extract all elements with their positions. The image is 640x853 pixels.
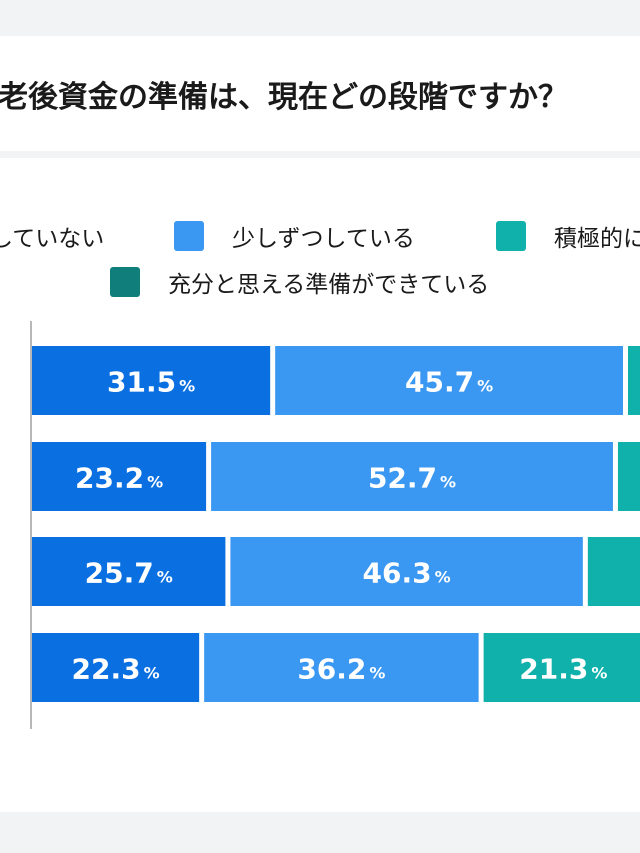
legend-item-actively: 積極的に: [496, 219, 640, 253]
legend-swatch: [174, 221, 204, 251]
bar-segment-2-row-4: [204, 633, 479, 702]
data-label: 36.2%: [297, 653, 385, 686]
data-label: 45.7%: [405, 366, 493, 399]
bar-segment-3-row-2: [617, 442, 640, 511]
title-band: 老後資金の準備は、現在どの段階ですか？: [0, 36, 640, 151]
bar-segment-1-row-4: [32, 633, 200, 702]
legend-label: 少しずつしている: [232, 226, 415, 252]
bar-segment-1-row-1: [32, 346, 271, 415]
bar-segment-2-row-3: [230, 537, 583, 606]
chart-panel: していない 少しずつしている 積極的に 充分と思える準備ができている 31.5%…: [0, 158, 640, 812]
legend-item-little-by-little: 少しずつしている: [174, 219, 415, 253]
stacked-bar-chart: 31.5% 45.7 % 23.2% 52.7 % 25.7% 46.3 % 22.3% 36.2%…: [30, 321, 640, 729]
data-label: 22.3%: [72, 653, 160, 686]
data-label: 23.2%: [75, 462, 163, 495]
page-title: 老後資金の準備は、現在どの段階ですか？: [0, 79, 568, 115]
legend-swatch: [496, 221, 526, 251]
legend-item-not-prepared: していない: [0, 219, 104, 253]
legend-label: していない: [0, 226, 105, 252]
data-label: 25.7%: [85, 557, 173, 590]
data-label: 31.5%: [107, 366, 195, 399]
bar-segment-3-row-3: [587, 537, 640, 606]
bar-segment-2-row-2: [211, 442, 613, 511]
data-label: 46.3%: [363, 557, 451, 590]
bar-segment-3-row-4: [483, 633, 640, 702]
legend-label: 充分と思える準備ができている: [168, 272, 490, 298]
bar-segment-1-row-2: [32, 442, 207, 511]
data-label: 52.7%: [368, 462, 456, 495]
bar-segment-3-row-1: [627, 346, 640, 415]
legend-label: 積極的に: [554, 226, 640, 252]
legend-swatch: [110, 267, 140, 297]
legend-item-sufficiently: 充分と思える準備ができている: [110, 265, 489, 299]
bar-segment-1-row-3: [32, 537, 226, 606]
data-label: 21.3%: [519, 653, 607, 686]
bar-segment-2-row-1: [275, 346, 623, 415]
